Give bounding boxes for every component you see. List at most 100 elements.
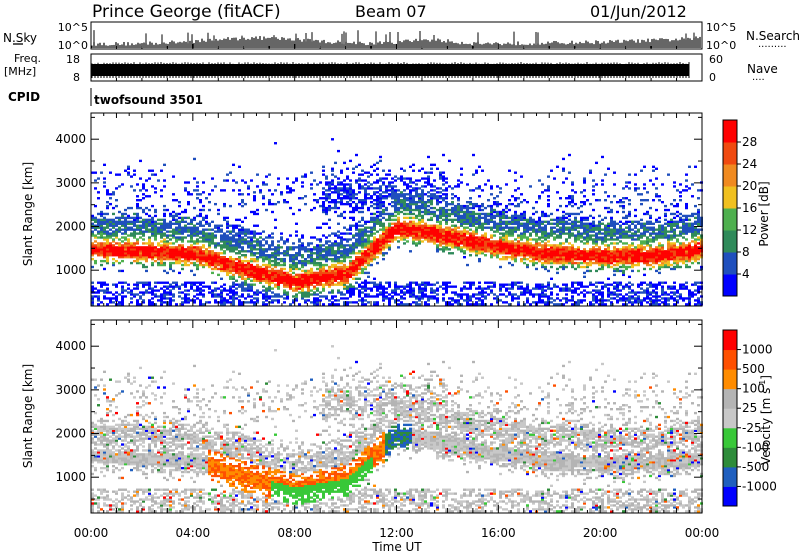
power-cell [403, 291, 406, 294]
power-cell [310, 252, 313, 255]
power-cell [274, 271, 277, 275]
power-cell [433, 291, 436, 294]
power-cell [340, 238, 343, 241]
power-cell [427, 228, 430, 231]
power-cell [94, 236, 97, 239]
power-cell [172, 252, 175, 255]
power-cell [256, 265, 259, 269]
power-cell [409, 202, 412, 206]
power-cell [394, 191, 397, 194]
power-cell [451, 240, 454, 243]
power-cell [301, 248, 304, 251]
power-cell [439, 242, 442, 245]
power-cell [499, 285, 502, 288]
power-cell [463, 281, 466, 284]
power-cell [505, 248, 508, 251]
power-cell [343, 303, 346, 306]
power-cell [247, 187, 250, 190]
power-cell [292, 301, 295, 304]
power-cell [430, 195, 433, 198]
power-cell [379, 281, 382, 284]
power-cell [442, 197, 445, 200]
power-cell [394, 179, 397, 182]
power-cell [457, 226, 460, 229]
power-cell [526, 244, 529, 247]
power-cell [199, 199, 202, 202]
power-cell [331, 281, 334, 284]
power-cell [508, 226, 511, 229]
power-cell [208, 236, 211, 239]
power-cell [178, 244, 181, 247]
power-cell [406, 285, 409, 288]
power-cell [445, 187, 448, 190]
power-cell [415, 281, 418, 284]
power-cell [403, 228, 406, 231]
power-cell [487, 214, 490, 218]
power-cell [472, 189, 475, 192]
power-cell [457, 299, 460, 302]
power-cell [439, 222, 442, 225]
power-cell [403, 242, 406, 245]
power-cell [466, 240, 469, 243]
power-cell [367, 242, 370, 245]
power-cell [211, 295, 214, 298]
power-cell [469, 285, 472, 288]
power-cell [514, 250, 517, 253]
power-cell [331, 232, 334, 235]
power-cell [373, 303, 376, 306]
power-cell [343, 287, 346, 290]
power-cell [352, 236, 355, 239]
power-cell [316, 275, 319, 279]
power-cell [481, 236, 484, 239]
power-cell [220, 236, 223, 239]
power-cell [508, 216, 511, 220]
power-cell [109, 248, 112, 251]
power-cell [106, 259, 109, 263]
power-cell [385, 291, 388, 294]
power-cell [160, 189, 163, 192]
power-cell [268, 173, 271, 176]
power-cell [238, 242, 241, 245]
power-cell [421, 291, 424, 294]
power-cell [496, 230, 499, 233]
power-cell [295, 254, 298, 257]
power-cell [445, 193, 448, 196]
power-cell [145, 189, 148, 192]
power-cell [361, 232, 364, 235]
power-cell [145, 179, 148, 182]
power-cell [178, 236, 181, 239]
power-cell [91, 216, 94, 220]
power-cell [475, 171, 478, 174]
power-cell [499, 210, 502, 214]
power-cell [397, 293, 400, 296]
power-cell [214, 267, 217, 271]
power-cell [349, 179, 352, 182]
power-cell [292, 289, 295, 292]
power-cell [241, 301, 244, 304]
power-cell [169, 289, 172, 292]
power-cell [406, 230, 409, 233]
power-cell [262, 289, 265, 292]
power-cell [157, 257, 160, 261]
power-cell [418, 283, 421, 286]
power-cell [142, 285, 145, 288]
power-cell [373, 242, 376, 245]
power-cell [202, 293, 205, 296]
power-cell [397, 177, 400, 180]
power-cell [343, 244, 346, 247]
power-cell [406, 212, 409, 216]
power-cell [511, 195, 514, 198]
power-cell [334, 299, 337, 302]
power-cell [253, 269, 256, 273]
power-cell [109, 297, 112, 300]
power-cell [250, 301, 253, 304]
power-cell [484, 216, 487, 220]
power-cell [334, 295, 337, 298]
power-cell [382, 224, 385, 227]
power-cell [253, 293, 256, 296]
power-cell [376, 242, 379, 245]
power-cell [484, 242, 487, 245]
power-cell [178, 250, 181, 253]
power-cell [364, 179, 367, 182]
power-cell [244, 250, 247, 253]
